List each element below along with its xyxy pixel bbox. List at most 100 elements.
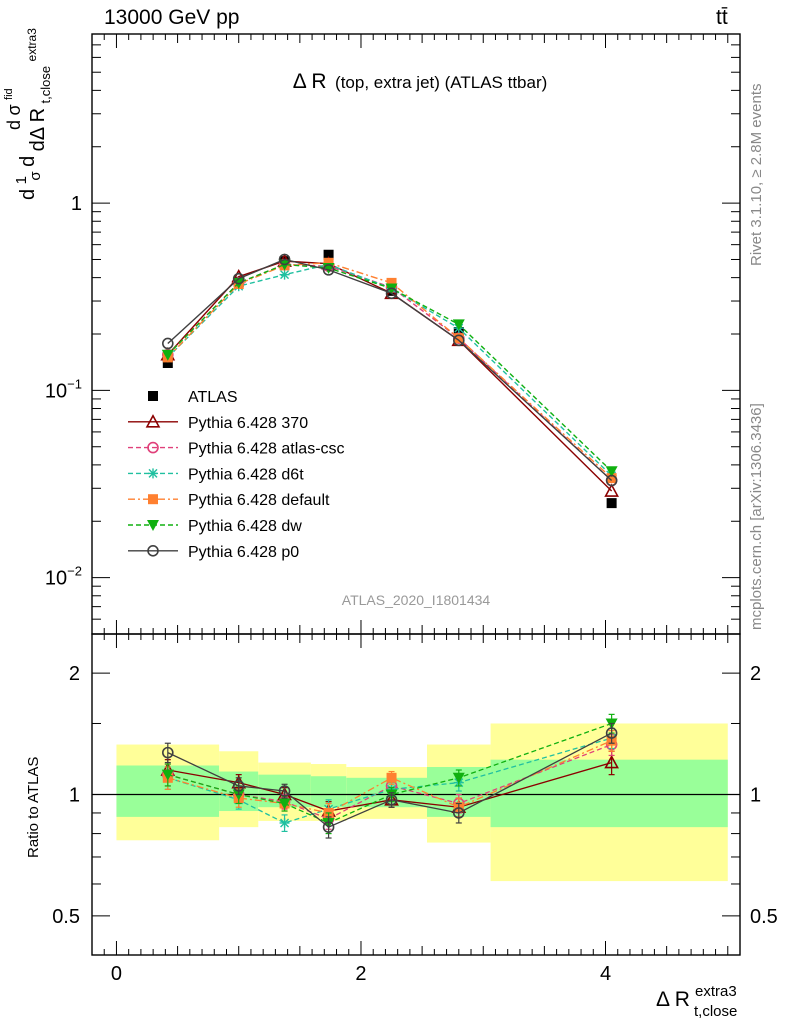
data-point [452, 319, 465, 331]
ratio-point [161, 769, 174, 781]
ratio-point [322, 821, 335, 833]
legend-entry: Pythia 6.428 atlas-csc [128, 441, 345, 458]
data-point [232, 272, 245, 285]
main-title-main: Δ R [293, 70, 327, 93]
ratio-point [278, 798, 291, 810]
ratio-point [386, 772, 397, 783]
legend-entry: Pythia 6.428 dw [128, 518, 302, 535]
ylabel-sub: t,close [38, 66, 53, 104]
svg-text:d 1 σ d: d 1 σ d dΔ R t,close extra3 [13, 28, 54, 200]
legend-entry: Pythia 6.428 default [128, 492, 330, 509]
data-point [161, 349, 174, 361]
x-tick-label: 0 [111, 963, 122, 985]
data-point [604, 483, 619, 497]
ratio-point [605, 727, 618, 739]
data-point [162, 358, 173, 369]
ratio-series-pythia-6-428-p0 [162, 722, 618, 839]
ylabel-one: 1 [13, 176, 30, 184]
legend-marker [147, 441, 159, 454]
ratio-point [452, 807, 465, 819]
legend-entry: ATLAS [148, 389, 238, 406]
data-point [162, 337, 174, 350]
data-point [323, 249, 334, 260]
x-tick-label: 4 [600, 963, 611, 985]
data-point [453, 333, 464, 344]
x-axis-label-sup: extra3 [695, 983, 737, 1000]
legend-entry: Pythia 6.428 370 [128, 414, 308, 432]
ratio-y-tick-label-left: 1 [69, 785, 80, 807]
legend-label: ATLAS [188, 389, 238, 406]
main-y-tick-label: 10−1 [45, 376, 82, 402]
data-point [606, 473, 617, 484]
legend-label: Pythia 6.428 d6t [188, 466, 304, 483]
tick-labels: 1 10−1 10−2 2 2 1 1 0.5 0.5 0 2 4 [45, 193, 778, 985]
ratio-point [162, 746, 174, 759]
data-point [385, 287, 398, 300]
legend-label: Pythia 6.428 default [188, 492, 330, 509]
series-line [167, 258, 613, 482]
ylabel-sup: extra3 [25, 28, 39, 62]
x-axis-label-sub: t,close [694, 1003, 737, 1020]
data-point [605, 474, 618, 487]
x-tick-label: 2 [355, 963, 366, 985]
main-panel-series [160, 249, 619, 509]
data-point [278, 253, 291, 266]
ylabel-numerator-d: d [4, 120, 24, 130]
analysis-id: ATLAS_2020_I1801434 [342, 592, 491, 608]
side-label-rivet: Rivet 3.1.10, ≥ 2.8M events [748, 83, 765, 267]
ylabel-numerator-sigma: σ [4, 104, 24, 115]
legend: ATLAS Pythia 6.428 370 Pythia 6.428 atlas-… [128, 389, 345, 561]
ylabel-d1: d [17, 189, 39, 200]
legend-label: Pythia 6.428 dw [188, 518, 302, 535]
data-point [386, 277, 397, 288]
legend-marker [147, 520, 159, 531]
ylabel-sigma: σ [27, 171, 44, 181]
data-point [606, 498, 617, 509]
data-point [452, 334, 465, 347]
data-point [323, 257, 334, 268]
ratio-panel-frame [91, 633, 741, 956]
process-label: tt̄ [716, 6, 728, 29]
legend-label: Pythia 6.428 370 [188, 415, 308, 432]
ratio-panel-series [160, 713, 619, 839]
ratio-point [604, 754, 619, 769]
ratio-y-tick-label-left: 0.5 [52, 906, 80, 928]
legend-entry: Pythia 6.428 d6t [128, 466, 304, 483]
ylabel-d2: d [17, 156, 39, 167]
ratio-y-tick-label-left: 2 [69, 663, 80, 685]
ratio-point [278, 785, 291, 797]
data-point [279, 269, 290, 280]
ratio-uncertainty-bands [116, 723, 728, 882]
side-label-mcplots: mcplots.cern.ch [arXiv:1306.3436] [748, 403, 765, 630]
ratio-point [452, 772, 465, 784]
xlabel-main: Δ R [656, 988, 690, 1011]
legend-marker [147, 544, 159, 557]
main-y-axis-label: d 1 σ d dΔ R t,close extra3 d σ fid [3, 28, 54, 200]
legend-marker [148, 468, 158, 479]
main-y-tick-label: 10−2 [45, 564, 82, 590]
legend-entry: Pythia 6.428 p0 [128, 544, 299, 561]
ratio-y-axis-label: Ratio to ATLAS [25, 757, 42, 858]
legend-marker [148, 494, 158, 505]
main-title-small: (top, extra jet) (ATLAS ttbar) [335, 73, 547, 92]
data-point [322, 264, 335, 276]
x-axis-label: Δ R [656, 988, 690, 1011]
ratio-point [279, 817, 290, 828]
ratio-point [232, 780, 245, 792]
series-pythia-6-428-p0 [162, 253, 618, 487]
ratio-y-tick-label-right: 2 [750, 663, 761, 685]
ratio-y-tick-label-right: 0.5 [750, 906, 778, 928]
ratio-point [385, 794, 398, 806]
ylabel-dDeltaR: dΔ R [27, 108, 49, 151]
legend-label: Pythia 6.428 p0 [188, 544, 299, 561]
data-point [605, 466, 618, 478]
ylabel-numerator-fid: fid [3, 88, 15, 100]
ratio-y-tick-label-right: 1 [750, 785, 761, 807]
energy-label: 13000 GeV pp [104, 6, 240, 29]
legend-marker [148, 391, 158, 401]
ratio-stat-band [490, 759, 728, 828]
main-y-tick-label: 1 [71, 193, 82, 215]
legend-label: Pythia 6.428 atlas-csc [188, 441, 345, 458]
svg-text:d σ fid: d σ fid [3, 88, 24, 130]
